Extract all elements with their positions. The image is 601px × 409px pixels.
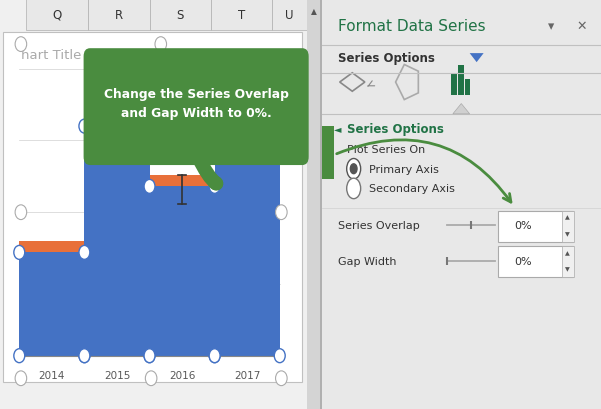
Text: 2014: 2014 [38, 370, 65, 380]
FancyBboxPatch shape [215, 107, 279, 356]
Text: ◄: ◄ [334, 124, 341, 134]
Circle shape [274, 108, 285, 122]
Circle shape [144, 349, 155, 363]
Text: S: S [176, 9, 184, 22]
Circle shape [15, 205, 26, 220]
Circle shape [79, 246, 90, 260]
FancyBboxPatch shape [150, 175, 215, 356]
Text: ✕: ✕ [576, 20, 587, 33]
Text: hart Title: hart Title [21, 49, 81, 62]
Circle shape [144, 180, 155, 194]
FancyBboxPatch shape [322, 127, 334, 180]
Circle shape [79, 349, 90, 363]
Circle shape [79, 120, 90, 134]
FancyBboxPatch shape [498, 247, 573, 277]
Text: Series Options: Series Options [338, 52, 435, 65]
FancyBboxPatch shape [459, 65, 463, 96]
Circle shape [14, 246, 25, 260]
FancyBboxPatch shape [272, 0, 307, 31]
Text: Secondary Axis: Secondary Axis [369, 184, 455, 194]
FancyBboxPatch shape [150, 0, 210, 31]
Text: ▲: ▲ [566, 215, 570, 220]
Text: 2016: 2016 [169, 370, 195, 380]
Circle shape [79, 349, 90, 363]
Text: ▾: ▾ [548, 20, 554, 33]
FancyBboxPatch shape [322, 0, 601, 409]
Text: Plot Series On: Plot Series On [347, 145, 425, 155]
FancyBboxPatch shape [88, 0, 150, 31]
FancyBboxPatch shape [307, 0, 322, 409]
Circle shape [274, 349, 285, 363]
Circle shape [144, 349, 155, 363]
Text: ▲: ▲ [566, 250, 570, 255]
FancyBboxPatch shape [150, 187, 215, 356]
Text: ▼: ▼ [566, 267, 570, 272]
FancyBboxPatch shape [84, 49, 309, 166]
FancyBboxPatch shape [3, 33, 302, 382]
Text: Series Overlap: Series Overlap [338, 221, 420, 231]
Circle shape [15, 371, 26, 386]
Text: 2015: 2015 [104, 370, 130, 380]
FancyBboxPatch shape [451, 74, 457, 96]
FancyBboxPatch shape [215, 115, 279, 356]
Text: R: R [115, 9, 123, 22]
Text: Gap Width: Gap Width [338, 256, 397, 266]
FancyBboxPatch shape [26, 0, 88, 31]
Text: ▲: ▲ [311, 7, 317, 16]
FancyBboxPatch shape [562, 211, 573, 242]
Text: Change the Series Overlap
and Gap Width to 0%.: Change the Series Overlap and Gap Width … [104, 87, 288, 119]
Text: 0%: 0% [514, 221, 532, 231]
Circle shape [145, 371, 157, 386]
FancyBboxPatch shape [210, 0, 272, 31]
FancyBboxPatch shape [562, 247, 573, 277]
Circle shape [209, 349, 220, 363]
Circle shape [209, 108, 220, 122]
FancyBboxPatch shape [84, 127, 150, 356]
Text: U: U [285, 9, 294, 22]
FancyBboxPatch shape [19, 253, 84, 356]
Text: Primary Axis: Primary Axis [369, 164, 439, 174]
Text: ▼: ▼ [566, 231, 570, 236]
Circle shape [347, 159, 361, 180]
Polygon shape [469, 54, 484, 63]
Circle shape [209, 180, 220, 194]
Text: 0%: 0% [514, 256, 532, 266]
FancyBboxPatch shape [498, 211, 573, 242]
Circle shape [155, 38, 166, 52]
Circle shape [209, 349, 220, 363]
Circle shape [144, 120, 155, 134]
Text: Series Options: Series Options [347, 122, 444, 135]
FancyBboxPatch shape [19, 241, 84, 356]
Circle shape [350, 164, 357, 174]
Polygon shape [453, 104, 469, 115]
Text: Q: Q [52, 9, 62, 22]
Text: Format Data Series: Format Data Series [338, 19, 486, 34]
Text: 2017: 2017 [234, 370, 260, 380]
FancyBboxPatch shape [465, 80, 471, 96]
Circle shape [275, 371, 287, 386]
Text: T: T [237, 9, 245, 22]
FancyBboxPatch shape [84, 112, 150, 356]
Circle shape [15, 38, 26, 52]
Circle shape [14, 349, 25, 363]
Circle shape [275, 205, 287, 220]
Circle shape [347, 179, 361, 199]
